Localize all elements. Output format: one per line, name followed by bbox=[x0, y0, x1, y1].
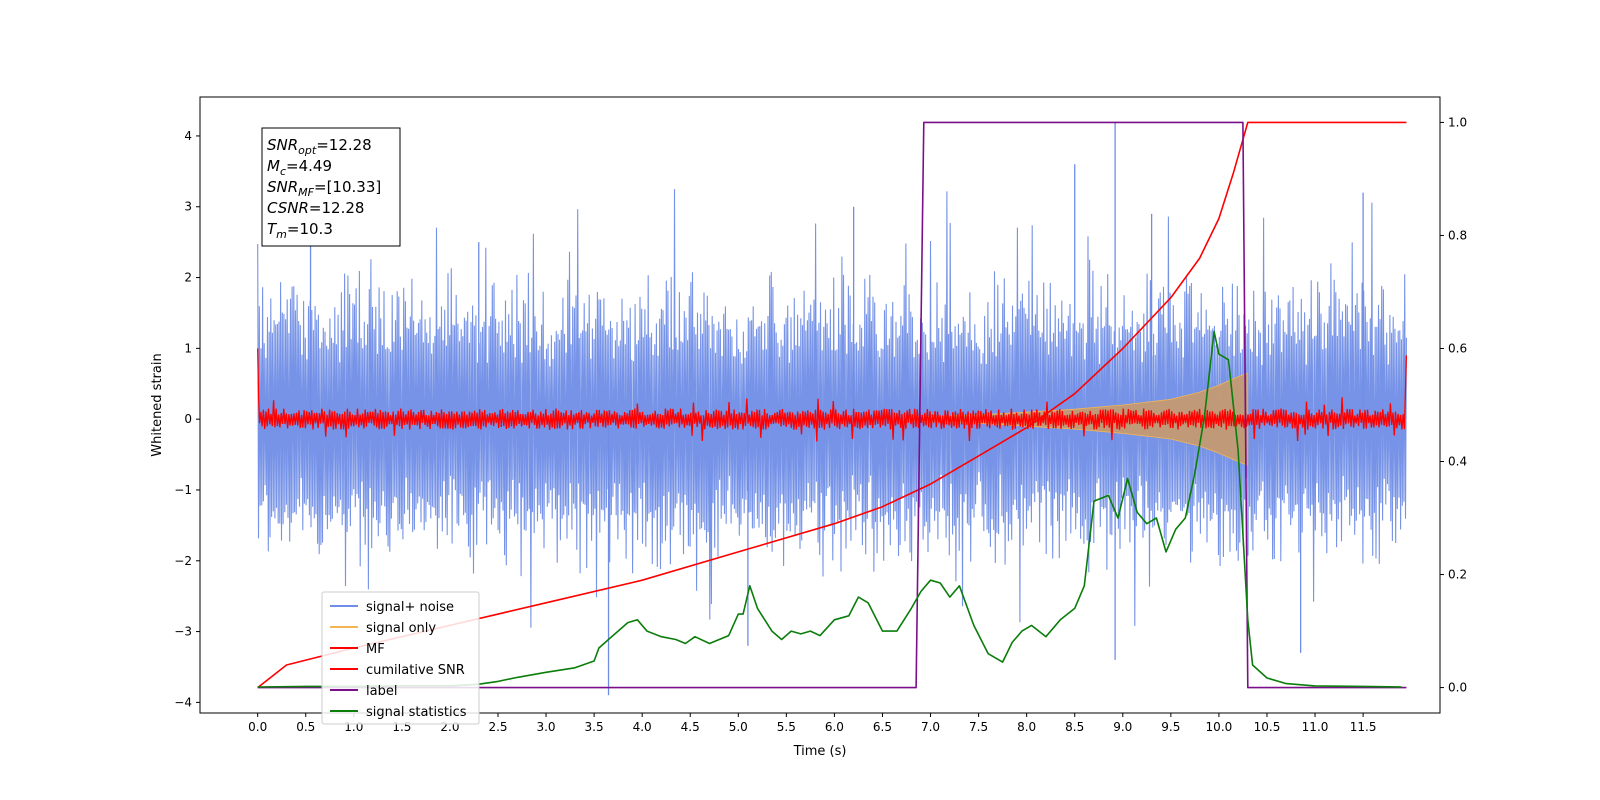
y-tick-label: 3 bbox=[184, 200, 192, 214]
x-tick-label: 6.5 bbox=[873, 720, 892, 734]
annotation-line: SNRopt=12.28 bbox=[267, 136, 372, 157]
y2-tick-label: 0.0 bbox=[1448, 681, 1467, 695]
y-tick-label: −1 bbox=[174, 483, 192, 497]
x-tick-label: 7.5 bbox=[969, 720, 988, 734]
x-tick-label: 5.5 bbox=[777, 720, 796, 734]
legend-label: signal only bbox=[366, 621, 436, 636]
series-mf bbox=[257, 348, 1408, 442]
y-tick-label: −3 bbox=[174, 625, 192, 639]
x-tick-label: 10.0 bbox=[1206, 720, 1233, 734]
annotation-line: CSNR=12.28 bbox=[267, 199, 364, 217]
series-layer bbox=[257, 121, 1408, 696]
y2-tick-label: 0.2 bbox=[1448, 568, 1467, 582]
x-tick-label: 3.0 bbox=[536, 720, 555, 734]
legend-label: signal+ noise bbox=[366, 600, 454, 615]
annotation-line: SNRMF=[10.33] bbox=[267, 178, 381, 199]
x-tick-label: 0.5 bbox=[296, 720, 315, 734]
y-tick-label: 4 bbox=[184, 129, 192, 143]
x-tick-label: 4.5 bbox=[681, 720, 700, 734]
y-axis-left: 4 3 2 1 0 −1 −2 −3 −4 bbox=[174, 129, 200, 709]
y2-tick-label: 0.8 bbox=[1448, 228, 1467, 242]
y2-tick-label: 0.4 bbox=[1448, 455, 1467, 469]
y-tick-label: 0 bbox=[184, 412, 192, 426]
y-tick-label: 1 bbox=[184, 341, 192, 355]
x-axis: 0.0 0.5 1.0 1.5 2.0 2.5 3.0 3.5 4.0 4.5 5.0 5.5 6.0 6… bbox=[248, 713, 1376, 734]
annotation-box: SNRopt=12.28Mc=4.49SNRMF=[10.33]CSNR=12.… bbox=[261, 127, 401, 247]
x-tick-label: 10.5 bbox=[1254, 720, 1281, 734]
legend: signal+ noise signal only MF cumilative SNR… bbox=[321, 591, 480, 725]
y2-tick-label: 1.0 bbox=[1448, 115, 1467, 129]
series-signal-statistics bbox=[257, 330, 1402, 688]
x-tick-label: 9.0 bbox=[1113, 720, 1132, 734]
x-tick-label: 9.5 bbox=[1161, 720, 1180, 734]
x-tick-label: 11.0 bbox=[1302, 720, 1329, 734]
legend-label: label bbox=[366, 684, 397, 699]
x-tick-label: 8.5 bbox=[1065, 720, 1084, 734]
annotation-frame bbox=[261, 127, 401, 247]
annotation-line: Tm=10.3 bbox=[267, 220, 333, 241]
y-tick-label: 2 bbox=[184, 271, 192, 285]
x-tick-label: 4.0 bbox=[633, 720, 652, 734]
y-axis-right: 1.0 0.8 0.6 0.4 0.2 0.0 bbox=[1440, 115, 1467, 695]
annotation-line: Mc=4.49 bbox=[267, 157, 332, 178]
x-tick-label: 3.5 bbox=[585, 720, 604, 734]
x-tick-label: 7.0 bbox=[921, 720, 940, 734]
x-tick-label: 0.0 bbox=[248, 720, 267, 734]
x-axis-label: Time (s) bbox=[793, 744, 847, 759]
y2-tick-label: 0.6 bbox=[1448, 341, 1467, 355]
plot-frame bbox=[199, 96, 1441, 714]
y-tick-label: −2 bbox=[174, 554, 192, 568]
legend-frame bbox=[321, 591, 480, 725]
y-tick-label: −4 bbox=[174, 695, 192, 709]
legend-label: cumilative SNR bbox=[366, 663, 465, 678]
legend-label: signal statistics bbox=[366, 705, 467, 720]
x-tick-label: 6.0 bbox=[825, 720, 844, 734]
series-label bbox=[257, 121, 1407, 689]
x-tick-label: 2.5 bbox=[488, 720, 507, 734]
legend-label: MF bbox=[366, 642, 385, 657]
x-tick-label: 11.5 bbox=[1350, 720, 1377, 734]
y-axis-label: Whitened strain bbox=[150, 353, 165, 456]
x-tick-label: 8.0 bbox=[1017, 720, 1036, 734]
x-tick-label: 5.0 bbox=[729, 720, 748, 734]
